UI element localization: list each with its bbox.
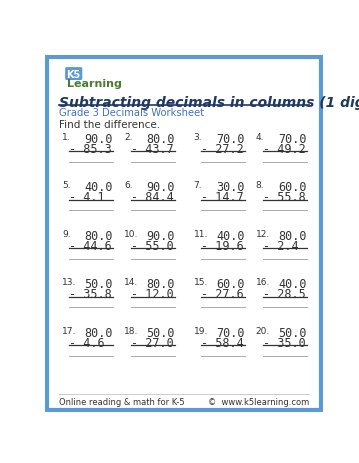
Text: 19.: 19. — [194, 326, 208, 335]
Text: 90.0: 90.0 — [85, 132, 113, 145]
Text: 7.: 7. — [194, 181, 202, 190]
Text: 70.0: 70.0 — [216, 326, 245, 339]
Text: 9.: 9. — [62, 229, 71, 238]
Text: - 55.8: - 55.8 — [263, 191, 306, 204]
Text: - 58.4: - 58.4 — [201, 336, 243, 349]
Text: 10.: 10. — [124, 229, 138, 238]
Text: 6.: 6. — [124, 181, 132, 190]
Text: - 2.4: - 2.4 — [263, 239, 298, 252]
Text: Online reading & math for K-5: Online reading & math for K-5 — [59, 397, 185, 406]
Text: - 4.6: - 4.6 — [69, 336, 104, 349]
Text: 5.: 5. — [62, 181, 71, 190]
Text: 1.: 1. — [62, 132, 71, 141]
Text: 80.0: 80.0 — [146, 132, 175, 145]
Text: - 27.0: - 27.0 — [131, 336, 174, 349]
Text: 70.0: 70.0 — [216, 132, 245, 145]
Text: 18.: 18. — [124, 326, 138, 335]
Text: 40.0: 40.0 — [85, 181, 113, 194]
Text: 40.0: 40.0 — [216, 229, 245, 242]
Text: 2.: 2. — [124, 132, 132, 141]
Text: - 43.7: - 43.7 — [131, 143, 174, 156]
Text: 50.0: 50.0 — [146, 326, 175, 339]
Text: - 27.6: - 27.6 — [201, 288, 243, 300]
Text: 50.0: 50.0 — [85, 278, 113, 291]
Text: Grade 3 Decimals Worksheet: Grade 3 Decimals Worksheet — [59, 108, 204, 118]
Text: K5: K5 — [66, 69, 81, 79]
Text: 70.0: 70.0 — [278, 132, 307, 145]
Text: - 35.0: - 35.0 — [263, 336, 306, 349]
Text: - 12.0: - 12.0 — [131, 288, 174, 300]
Text: 3.: 3. — [194, 132, 202, 141]
Text: - 55.0: - 55.0 — [131, 239, 174, 252]
Text: - 84.4: - 84.4 — [131, 191, 174, 204]
Text: 40.0: 40.0 — [278, 278, 307, 291]
Text: 50.0: 50.0 — [278, 326, 307, 339]
Text: 12.: 12. — [256, 229, 270, 238]
Text: ©  www.k5learning.com: © www.k5learning.com — [208, 397, 309, 406]
Text: 20.: 20. — [256, 326, 270, 335]
Text: 14.: 14. — [124, 278, 138, 287]
Text: 4.: 4. — [256, 132, 264, 141]
Text: Subtracting decimals in columns (1 digit): Subtracting decimals in columns (1 digit… — [59, 95, 359, 109]
Text: 80.0: 80.0 — [85, 326, 113, 339]
Text: 15.: 15. — [194, 278, 208, 287]
Text: 11.: 11. — [194, 229, 208, 238]
Text: Learning: Learning — [66, 79, 121, 88]
Text: - 49.2: - 49.2 — [263, 143, 306, 156]
Text: 17.: 17. — [62, 326, 76, 335]
Text: 60.0: 60.0 — [216, 278, 245, 291]
Text: 80.0: 80.0 — [278, 229, 307, 242]
Text: - 44.6: - 44.6 — [69, 239, 112, 252]
Text: 60.0: 60.0 — [278, 181, 307, 194]
Text: 16.: 16. — [256, 278, 270, 287]
Text: - 14.7: - 14.7 — [201, 191, 243, 204]
Text: 80.0: 80.0 — [85, 229, 113, 242]
Text: 8.: 8. — [256, 181, 264, 190]
Text: 90.0: 90.0 — [146, 181, 175, 194]
Text: 80.0: 80.0 — [146, 278, 175, 291]
Text: - 19.6: - 19.6 — [201, 239, 243, 252]
Text: 30.0: 30.0 — [216, 181, 245, 194]
Text: 90.0: 90.0 — [146, 229, 175, 242]
Text: - 35.8: - 35.8 — [69, 288, 112, 300]
Text: - 28.5: - 28.5 — [263, 288, 306, 300]
Text: - 85.3: - 85.3 — [69, 143, 112, 156]
Text: 13.: 13. — [62, 278, 76, 287]
Text: - 27.2: - 27.2 — [201, 143, 243, 156]
Text: - 4.1: - 4.1 — [69, 191, 104, 204]
Text: Find the difference.: Find the difference. — [59, 120, 160, 130]
